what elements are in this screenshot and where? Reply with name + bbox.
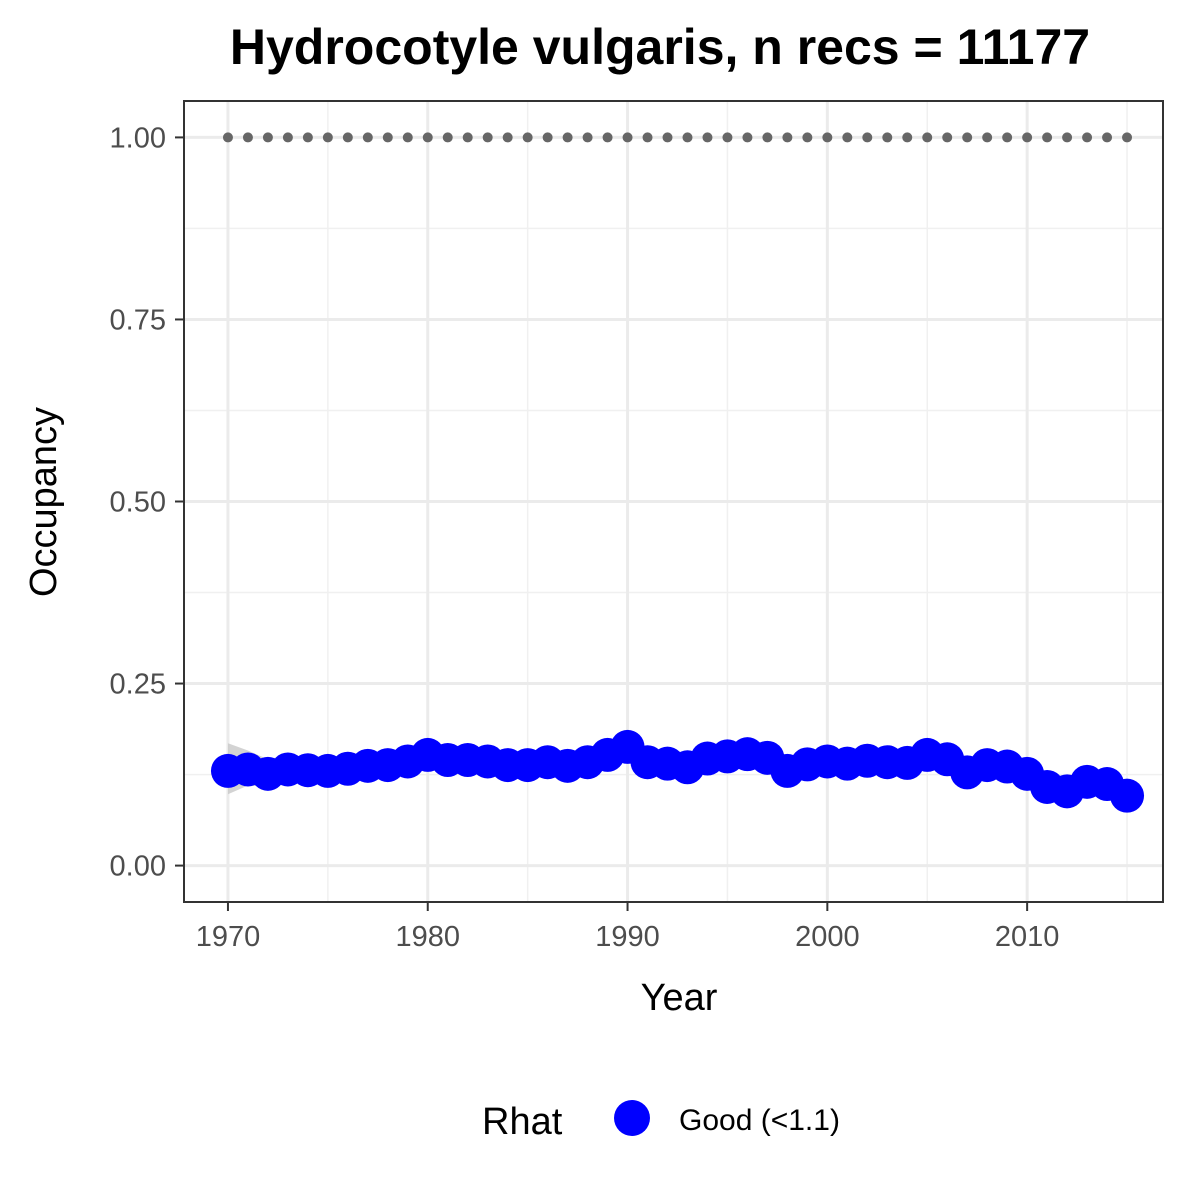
reference-dot <box>1122 132 1133 143</box>
reference-dot <box>762 132 773 143</box>
reference-dot <box>462 132 473 143</box>
reference-dot <box>942 132 953 143</box>
reference-dot <box>422 132 433 143</box>
reference-dot <box>522 132 533 143</box>
reference-dot <box>1022 132 1033 143</box>
reference-dot <box>622 132 633 143</box>
reference-dot <box>862 132 873 143</box>
legend-key-good <box>614 1100 650 1136</box>
y-tick-label: 0.50 <box>110 487 166 519</box>
chart-title: Hydrocotyle vulgaris, n recs = 11177 <box>230 19 1090 75</box>
reference-dot <box>642 132 653 143</box>
x-axis: 1970 1980 1990 2000 2010 <box>196 902 1060 953</box>
reference-dot <box>722 132 733 143</box>
plot-panel <box>183 100 1164 903</box>
reference-dot <box>1102 132 1113 143</box>
y-tick-label: 0.00 <box>110 851 166 883</box>
reference-dot <box>1082 132 1093 143</box>
reference-dot <box>602 132 613 143</box>
reference-dot <box>902 132 913 143</box>
reference-dot <box>362 132 373 143</box>
reference-dot <box>562 132 573 143</box>
y-tick-label: 1.00 <box>110 122 166 154</box>
reference-dot <box>342 132 353 143</box>
reference-dot <box>322 132 333 143</box>
reference-dot <box>702 132 713 143</box>
reference-dot <box>502 132 513 143</box>
reference-dot <box>582 132 593 143</box>
x-tick-label: 2010 <box>995 921 1060 953</box>
x-tick-label: 1990 <box>595 921 660 953</box>
y-tick-label: 0.75 <box>110 304 166 336</box>
reference-dot <box>262 132 273 143</box>
x-tick-label: 2000 <box>795 921 860 953</box>
x-tick-label: 1980 <box>395 921 460 953</box>
reference-dot <box>542 132 553 143</box>
occupancy-series <box>210 729 1145 813</box>
reference-dot <box>982 132 993 143</box>
reference-dot <box>802 132 813 143</box>
occupancy-point <box>1110 778 1145 813</box>
reference-dot <box>222 132 233 143</box>
x-tick-label: 1970 <box>196 921 261 953</box>
x-axis-title: Year <box>641 977 718 1019</box>
reference-dot <box>302 132 313 143</box>
y-axis: 0.00 0.25 0.50 0.75 1.00 <box>110 122 184 883</box>
legend-title: Rhat <box>482 1101 563 1143</box>
reference-dot <box>882 132 893 143</box>
reference-dot <box>1002 132 1013 143</box>
reference-dot <box>742 132 753 143</box>
reference-dot <box>842 132 853 143</box>
reference-dot <box>822 132 833 143</box>
y-tick-label: 0.25 <box>110 669 166 701</box>
legend-label-good: Good (<1.1) <box>679 1104 840 1137</box>
reference-dot <box>782 132 793 143</box>
reference-dotted-line <box>222 132 1133 143</box>
reference-dot <box>662 132 673 143</box>
reference-dot <box>482 132 493 143</box>
reference-dot <box>402 132 413 143</box>
y-axis-title: Occupancy <box>23 407 65 597</box>
legend: Rhat Good (<1.1) <box>482 1100 840 1143</box>
reference-dot <box>442 132 453 143</box>
reference-dot <box>922 132 933 143</box>
reference-dot <box>282 132 293 143</box>
reference-dot <box>382 132 393 143</box>
reference-dot <box>1062 132 1073 143</box>
reference-dot <box>1042 132 1053 143</box>
reference-dot <box>242 132 253 143</box>
reference-dot <box>682 132 693 143</box>
reference-dot <box>962 132 973 143</box>
